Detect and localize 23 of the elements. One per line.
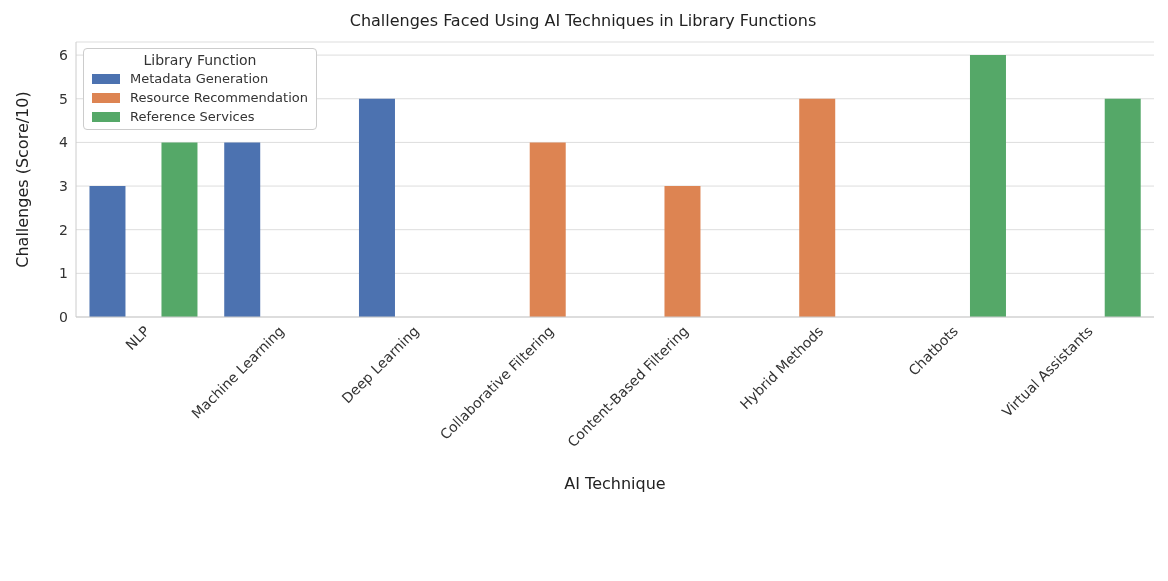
bar bbox=[1104, 98, 1141, 317]
legend-label: Metadata Generation bbox=[129, 70, 270, 88]
y-tick-label: 3 bbox=[59, 178, 68, 195]
bar bbox=[161, 142, 198, 317]
y-tick-label: 6 bbox=[59, 47, 69, 64]
bar bbox=[664, 186, 701, 317]
bar bbox=[89, 186, 126, 317]
bar bbox=[529, 142, 566, 317]
bar bbox=[358, 98, 395, 317]
y-tick-label: 0 bbox=[59, 308, 68, 325]
y-axis-title: Challenges (Score/10) bbox=[12, 91, 32, 268]
y-tick-label: 5 bbox=[59, 90, 68, 107]
legend-label: Reference Services bbox=[129, 108, 256, 126]
chart-title: Challenges Faced Using AI Techniques in Library Functions bbox=[348, 10, 818, 32]
bar bbox=[969, 55, 1006, 317]
y-tick-label: 2 bbox=[59, 221, 68, 238]
legend-label: Resource Recommendation bbox=[129, 89, 308, 107]
x-axis-title: AI Technique bbox=[564, 474, 666, 493]
legend-title: Library Function bbox=[142, 51, 258, 69]
bar bbox=[224, 142, 261, 317]
y-tick-label: 4 bbox=[59, 134, 69, 151]
y-tick-label: 1 bbox=[59, 265, 68, 282]
bar bbox=[799, 98, 836, 317]
